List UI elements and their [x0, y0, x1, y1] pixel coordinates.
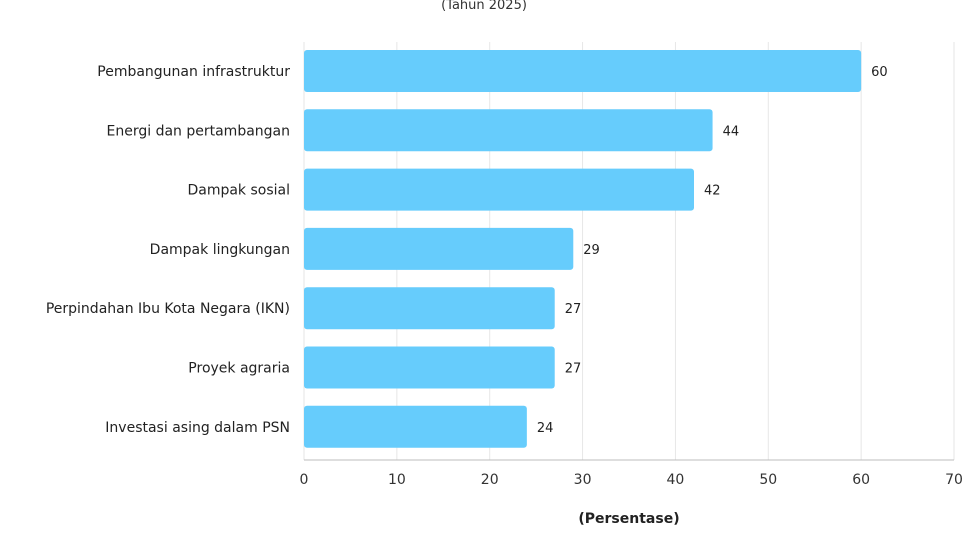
value-label: 24 — [537, 421, 554, 436]
x-tick-label: 40 — [667, 472, 685, 488]
category-labels: Pembangunan infrastruktur Energi dan pert… — [46, 64, 290, 436]
x-tick-label: 30 — [574, 472, 592, 488]
category-label: Energi dan pertambangan — [107, 123, 291, 139]
x-tick-label: 0 — [300, 472, 309, 488]
x-tick-label: 20 — [481, 472, 499, 488]
value-label: 60 — [871, 65, 888, 80]
bars — [304, 50, 862, 448]
category-label: Perpindahan Ibu Kota Negara (IKN) — [46, 301, 290, 317]
bar — [304, 109, 713, 152]
value-label: 29 — [583, 243, 600, 258]
category-label: Proyek agraria — [188, 361, 290, 377]
bar — [304, 50, 862, 92]
value-label: 42 — [704, 184, 721, 199]
x-tick-label: 10 — [388, 472, 406, 488]
bar — [304, 346, 555, 389]
bar — [304, 287, 555, 330]
category-label: Investasi asing dalam PSN — [105, 420, 290, 436]
value-label: 27 — [565, 302, 582, 317]
category-label: Dampak sosial — [187, 183, 290, 199]
x-axis-label: (Persentase) — [578, 511, 679, 527]
x-axis-ticks: 0 10 20 30 40 50 60 70 — [300, 472, 963, 488]
bar — [304, 168, 694, 211]
x-tick-label: 60 — [852, 472, 870, 488]
value-labels: 60 44 42 29 27 27 24 — [537, 65, 888, 436]
x-tick-label: 70 — [945, 472, 963, 488]
category-label: Dampak lingkungan — [150, 242, 290, 258]
bar — [304, 227, 574, 270]
value-label: 44 — [723, 124, 740, 139]
value-label: 27 — [565, 362, 582, 377]
x-tick-label: 50 — [759, 472, 777, 488]
bar — [304, 405, 527, 448]
chart-subtitle: (Tahun 2025) — [441, 0, 527, 13]
category-label: Pembangunan infrastruktur — [97, 64, 290, 80]
